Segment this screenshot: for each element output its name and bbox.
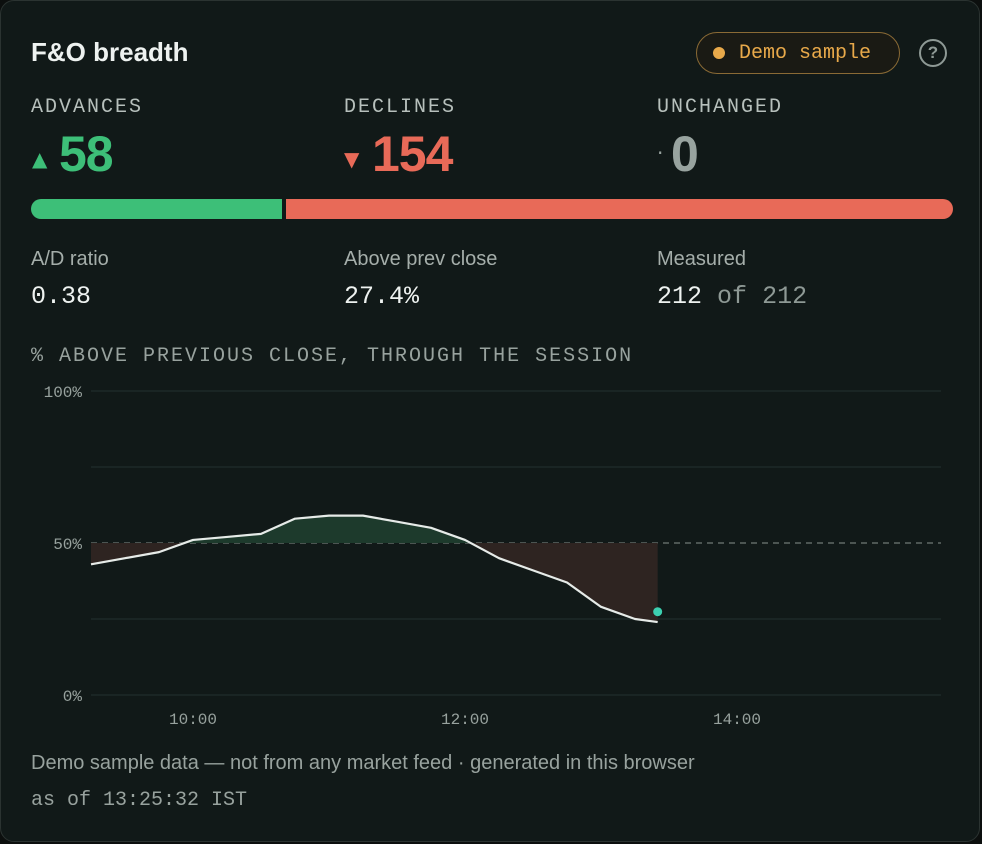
unchanged-value: 0	[671, 126, 699, 182]
demo-sample-badge: Demo sample	[696, 32, 900, 74]
footer-timestamp: as of 13:25:32 IST	[31, 789, 248, 812]
declines-bar	[286, 199, 953, 219]
status-dot-icon	[713, 47, 725, 59]
measured-value: 212 of 212	[657, 282, 807, 311]
badge-label: Demo sample	[739, 41, 872, 65]
advances-value: 58	[59, 126, 114, 182]
below-area-fill	[91, 543, 658, 623]
chart-title: % ABOVE PREVIOUS CLOSE, THROUGH THE SESS…	[31, 345, 634, 368]
x-tick-label: 10:00	[169, 711, 217, 729]
help-icon[interactable]: ?	[919, 39, 947, 67]
unchanged-label: UNCHANGED	[657, 96, 784, 119]
measured-count: 212	[657, 282, 703, 311]
declines-value: 154	[372, 126, 453, 182]
up-arrow-icon: ▲	[32, 147, 48, 171]
down-arrow-icon: ▼	[344, 147, 360, 171]
above-prev-label: Above prev close	[344, 248, 498, 270]
measured-total: 212	[762, 282, 808, 311]
footer-note: Demo sample data — not from any market f…	[31, 752, 695, 774]
neutral-dot-icon: ·	[657, 141, 664, 165]
measured-of: of	[717, 282, 748, 311]
above-area-fill	[91, 515, 658, 543]
above-prev-value: 27.4%	[344, 282, 420, 311]
ad-ratio-label: A/D ratio	[31, 248, 109, 270]
last-point-marker	[653, 607, 663, 617]
y-tick-label: 100%	[44, 384, 83, 402]
measured-label: Measured	[657, 248, 746, 270]
series-line	[90, 514, 658, 624]
advances-label: ADVANCES	[31, 96, 144, 119]
card-title: F&O breadth	[31, 37, 189, 67]
advances-bar	[31, 199, 282, 219]
y-tick-label: 0%	[63, 688, 83, 706]
ad-ratio-value: 0.38	[31, 282, 92, 311]
declines-label: DECLINES	[344, 96, 457, 119]
x-tick-label: 14:00	[713, 711, 761, 729]
x-tick-label: 12:00	[441, 711, 489, 729]
y-tick-label: 50%	[53, 536, 82, 554]
breadth-chart: 100% 50% 0% 10:00 12:00 14:00	[44, 384, 941, 729]
